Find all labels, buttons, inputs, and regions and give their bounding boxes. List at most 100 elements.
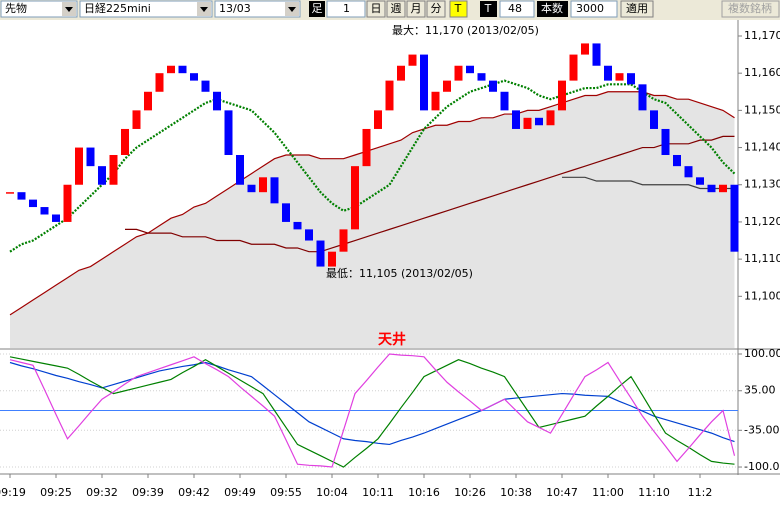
candle [673, 154, 681, 167]
candle [236, 154, 244, 185]
tick-button-text: T [454, 2, 462, 15]
contract-text: 13/03 [219, 2, 251, 15]
y-tick-label: 11,170 [744, 29, 780, 42]
tick-count-input[interactable] [499, 0, 535, 18]
candle [178, 65, 187, 74]
candle [466, 65, 474, 74]
count-input[interactable] [570, 0, 618, 18]
line [9, 91, 735, 316]
y-tick-label: -35.00 [744, 423, 779, 436]
bar-label: 足 [312, 2, 323, 15]
multi-button[interactable] [721, 0, 780, 18]
candle [213, 91, 221, 111]
y-tick-label: 11,130 [744, 178, 780, 191]
y-tick-label: 11,160 [744, 66, 780, 79]
count-label: 本数 [541, 1, 563, 15]
candle [592, 43, 601, 66]
line [562, 176, 735, 190]
period-text: 週 [391, 2, 402, 15]
y-tick-label: 100.00 [744, 347, 780, 360]
candle [17, 192, 26, 200]
candle [546, 110, 555, 126]
candle [650, 110, 658, 129]
apply-button[interactable] [620, 0, 654, 18]
candle [75, 147, 83, 185]
tick-button[interactable] [449, 0, 468, 18]
x-tick-label: 09:39 [132, 486, 164, 499]
ma-area [10, 91, 735, 348]
candle [305, 229, 313, 241]
bar-size-input[interactable] [326, 0, 366, 18]
min-annotation: 最低：11,105 (2013/02/05) [326, 267, 473, 280]
candle [523, 117, 532, 129]
candle [397, 65, 405, 81]
candle [696, 177, 704, 185]
candle [581, 43, 589, 55]
label-box [480, 1, 497, 17]
y-tick-label: -100.0 [744, 460, 779, 473]
candle [293, 221, 302, 230]
candle [155, 73, 164, 92]
label-box [537, 1, 568, 17]
market-select[interactable]: 先物 [0, 0, 78, 18]
candle [247, 184, 256, 193]
candle [558, 80, 566, 111]
line [125, 135, 735, 253]
y-tick-label: 11,100 [744, 289, 780, 302]
y-tick-label: 11,140 [744, 141, 780, 154]
candle [109, 154, 118, 185]
candle [707, 184, 716, 193]
candle [282, 203, 290, 222]
candle [500, 91, 509, 111]
candle [604, 65, 612, 81]
x-tick-label: 11:2 [688, 486, 713, 499]
candle [52, 214, 60, 222]
tick-count: 48 [508, 2, 522, 15]
candle [615, 73, 624, 81]
candle [167, 65, 175, 74]
period-button[interactable] [386, 0, 406, 18]
x-tick-label: 11:10 [638, 486, 670, 499]
y-tick-label: 11,110 [744, 252, 780, 265]
candle [328, 251, 336, 267]
x-tick-label: 10:26 [454, 486, 486, 499]
tick-label: T [484, 2, 492, 15]
period-button[interactable] [406, 0, 426, 18]
candle [627, 73, 635, 85]
candle [63, 184, 72, 222]
line [9, 361, 735, 446]
candle [730, 184, 739, 252]
candle [40, 207, 49, 215]
symbol-select[interactable]: 日経225mini [79, 0, 213, 18]
candle [408, 54, 417, 66]
candle [132, 110, 141, 129]
candle [569, 54, 578, 81]
bar-size: 1 [343, 2, 350, 15]
x-tick-label: 09:19 [0, 486, 26, 499]
period-button[interactable] [366, 0, 386, 18]
line [9, 353, 736, 468]
x-tick-label: 09:25 [40, 486, 72, 499]
y-tick-label: 35.00 [744, 384, 776, 397]
candle [638, 84, 647, 111]
candle [351, 166, 359, 230]
candle [270, 177, 279, 204]
period-button[interactable] [426, 0, 446, 18]
candle [29, 199, 37, 208]
candle [661, 128, 670, 155]
market-text: 先物 [5, 1, 27, 15]
candle [190, 73, 198, 81]
candle [98, 166, 106, 185]
label-box [309, 1, 325, 17]
period-text: 日 [371, 2, 382, 15]
candle [719, 184, 727, 193]
candle [385, 80, 394, 111]
candle [86, 147, 95, 167]
x-tick-label: 10:38 [500, 486, 532, 499]
candle [144, 91, 152, 111]
candle [535, 117, 543, 126]
contract-select[interactable]: 13/03 [214, 0, 301, 18]
candle [224, 110, 233, 155]
candle [512, 110, 520, 129]
